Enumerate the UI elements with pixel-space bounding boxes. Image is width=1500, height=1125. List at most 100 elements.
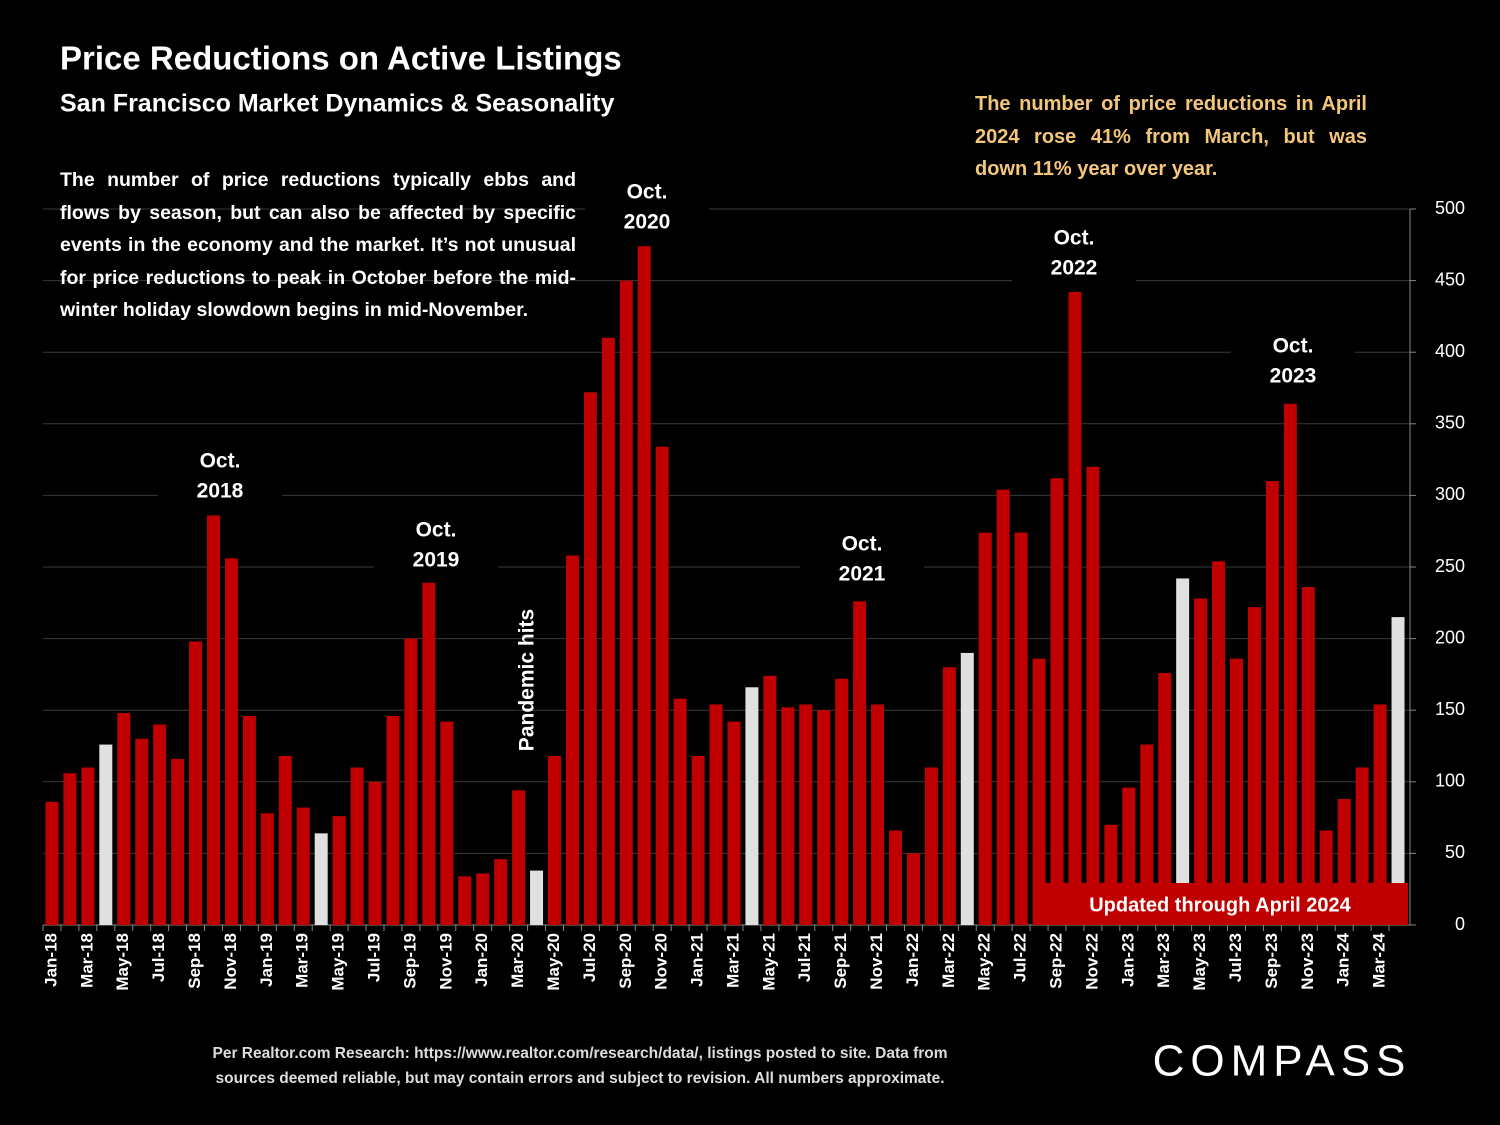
x-tick-label: Nov-22 bbox=[1082, 933, 1101, 990]
x-tick-label: Jan-24 bbox=[1334, 932, 1353, 986]
bar bbox=[655, 446, 669, 925]
chart-title: Price Reductions on Active Listings bbox=[60, 40, 622, 77]
updated-note: Updated through April 2024 bbox=[1089, 894, 1351, 916]
bar bbox=[691, 756, 705, 925]
bar bbox=[494, 859, 508, 925]
bar bbox=[314, 833, 328, 925]
bar bbox=[224, 558, 238, 925]
bar bbox=[63, 773, 77, 925]
x-tick-label: Mar-20 bbox=[508, 933, 527, 988]
bar bbox=[404, 638, 418, 925]
x-tick-label: Jan-18 bbox=[41, 933, 60, 987]
y-tick-label: 400 bbox=[1435, 341, 1465, 361]
bar bbox=[1265, 481, 1279, 925]
annotation: 2020 bbox=[624, 211, 671, 234]
x-tick-label: Jan-22 bbox=[903, 933, 922, 987]
x-tick-label: Jan-20 bbox=[472, 933, 491, 987]
x-tick-label: Mar-23 bbox=[1154, 933, 1173, 988]
y-tick-label: 300 bbox=[1435, 484, 1465, 504]
source: Per Realtor.com Research: https://www.re… bbox=[212, 1045, 947, 1062]
x-tick-label: Mar-21 bbox=[723, 933, 742, 988]
annotation-bg bbox=[1231, 329, 1355, 395]
bar bbox=[763, 675, 777, 925]
x-tick-label: Nov-21 bbox=[867, 933, 886, 990]
bar bbox=[153, 724, 167, 925]
bar bbox=[332, 816, 346, 925]
description: The number of price reductions typically… bbox=[60, 169, 576, 322]
bar bbox=[601, 337, 615, 925]
annotation-bg bbox=[800, 527, 924, 593]
x-tick-label: May-21 bbox=[759, 933, 778, 991]
x-tick-label: Jan-21 bbox=[688, 933, 707, 987]
bar bbox=[81, 767, 95, 925]
y-tick-label: 150 bbox=[1435, 699, 1465, 719]
bar bbox=[1283, 403, 1297, 925]
x-tick-label: Mar-18 bbox=[77, 933, 96, 988]
x-tick-label: Sep-21 bbox=[831, 933, 850, 989]
bar bbox=[745, 687, 759, 925]
bar bbox=[817, 710, 831, 925]
x-tick-label: May-23 bbox=[1190, 933, 1209, 991]
bar bbox=[996, 489, 1010, 925]
bar bbox=[386, 715, 400, 925]
bar bbox=[45, 801, 59, 925]
bar bbox=[924, 767, 938, 925]
x-tick-label: Sep-22 bbox=[1047, 933, 1066, 989]
x-tick-label: May-18 bbox=[113, 933, 132, 991]
bar bbox=[942, 667, 956, 925]
bar bbox=[530, 870, 544, 925]
bar bbox=[727, 721, 741, 925]
bar bbox=[440, 721, 454, 925]
bar bbox=[906, 853, 920, 925]
bar bbox=[1373, 704, 1387, 925]
bar bbox=[476, 873, 490, 925]
bar bbox=[1247, 607, 1261, 925]
y-tick-label: 450 bbox=[1435, 269, 1465, 289]
x-tick-label: May-22 bbox=[975, 933, 994, 991]
bar bbox=[135, 738, 149, 925]
x-tick-label: Nov-20 bbox=[652, 933, 671, 990]
bar bbox=[583, 392, 597, 925]
annotation: 2021 bbox=[839, 563, 886, 586]
bar bbox=[637, 246, 651, 925]
x-tick-label: Jan-23 bbox=[1118, 933, 1137, 987]
chart-subtitle: San Francisco Market Dynamics & Seasonal… bbox=[60, 90, 614, 118]
bar bbox=[1176, 578, 1190, 925]
y-tick-label: 50 bbox=[1445, 842, 1465, 862]
x-tick-label: Sep-19 bbox=[400, 933, 419, 989]
y-tick-label: 100 bbox=[1435, 771, 1465, 791]
x-tick-label: May-19 bbox=[329, 933, 348, 991]
bar bbox=[781, 707, 795, 925]
bar bbox=[709, 704, 723, 925]
bar bbox=[1140, 744, 1154, 925]
bar bbox=[1050, 478, 1064, 925]
annotation: 2022 bbox=[1051, 257, 1098, 280]
bar bbox=[171, 758, 185, 925]
y-tick-label: 500 bbox=[1435, 198, 1465, 218]
bar bbox=[1301, 587, 1315, 925]
bar bbox=[960, 652, 974, 925]
y-tick-label: 250 bbox=[1435, 556, 1465, 576]
annotation: Oct. bbox=[416, 519, 457, 542]
x-tick-label: Sep-23 bbox=[1262, 933, 1281, 989]
bar bbox=[548, 756, 561, 925]
bar bbox=[350, 767, 364, 925]
bar bbox=[835, 678, 849, 925]
x-tick-label: Sep-20 bbox=[616, 933, 635, 989]
bar bbox=[207, 515, 220, 925]
bar bbox=[1068, 292, 1082, 925]
x-tick-label: Mar-22 bbox=[939, 933, 958, 988]
x-tick-label: Jul-20 bbox=[580, 933, 599, 982]
bar bbox=[1230, 658, 1243, 925]
annotation: 2023 bbox=[1270, 365, 1317, 388]
y-tick-label: 0 bbox=[1455, 914, 1465, 934]
bar bbox=[1158, 672, 1172, 925]
bar bbox=[99, 744, 113, 925]
bar bbox=[889, 830, 902, 925]
x-tick-label: Nov-18 bbox=[221, 933, 240, 990]
annotation: Oct. bbox=[842, 533, 883, 556]
bar bbox=[458, 876, 472, 925]
x-tick-label: May-20 bbox=[544, 933, 563, 991]
